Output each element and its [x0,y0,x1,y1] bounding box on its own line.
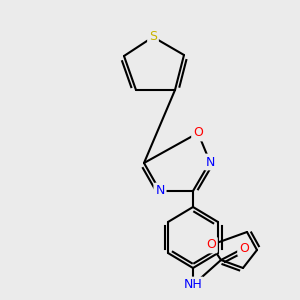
Text: O: O [206,238,216,251]
Text: NH: NH [184,278,202,292]
Text: O: O [239,242,249,254]
Text: O: O [193,127,203,140]
Text: N: N [155,184,165,197]
Text: N: N [205,155,215,169]
Text: S: S [149,31,157,44]
